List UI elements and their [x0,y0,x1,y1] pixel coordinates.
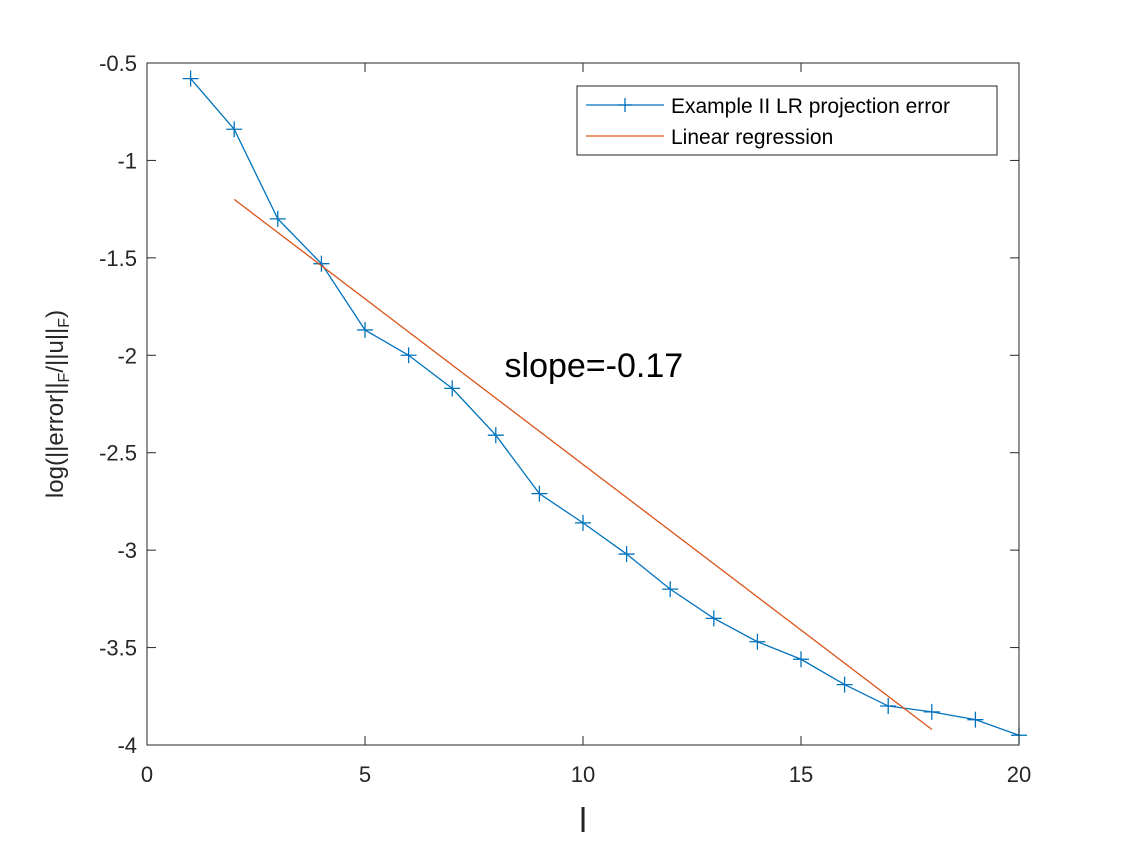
data-point-marker [705,610,722,627]
legend: Example II LR projection error Linear re… [576,85,998,156]
data-point-marker [226,121,243,138]
x-tick-label: 0 [141,762,153,787]
data-point-marker [575,514,591,531]
y-tick-label: -1 [117,148,137,173]
y-tick-label: -3.5 [99,636,137,661]
plot-area-background [147,63,1019,745]
series-line-linear-regression [233,198,933,730]
svg-text:log(||error||F/||u||F): log(||error||F/||u||F) [42,310,73,498]
x-tick-label: 20 [1007,762,1031,787]
y-tick-label: -2.5 [99,441,137,466]
y-axis-label-prefix: log(||error|| [42,382,69,498]
y-axis-label-middle: /||u|| [42,328,69,373]
data-point-marker [531,485,548,502]
annotation-layer: slope=-0.17 [505,347,684,385]
data-point-marker [487,427,504,444]
data-point-marker [967,711,984,728]
series-line-projection-error [190,78,1020,736]
legend-label-linear-regression: Linear regression [671,126,833,149]
data-point-marker [400,347,417,364]
data-point-marker [618,546,635,563]
x-axis-label: l [579,802,587,840]
legend-label-projection-error: Example II LR projection error [671,95,950,118]
y-tick-label: -3 [117,538,137,563]
y-axis-label: log(||error||F/||u||F) [42,310,73,498]
data-point-marker [836,676,853,693]
data-point-marker [313,255,330,272]
data-point-marker [444,380,461,397]
x-tick-label: 15 [789,762,813,787]
y-axis-label-sub2: F [56,318,73,328]
y-tick-label: -4 [117,733,137,758]
data-point-marker [269,210,286,227]
data-point-marker [662,581,679,598]
y-axis-label-sub1: F [56,372,73,382]
data-point-marker [880,698,897,715]
x-tick-label: 5 [359,762,371,787]
data-point-marker [923,703,940,720]
legend-box [576,85,998,156]
data-point-marker [182,70,199,87]
y-tick-label: -0.5 [99,51,137,76]
data-point-marker [793,651,809,668]
y-tick-label: -1.5 [99,246,137,271]
y-tick-label: -2 [117,343,137,368]
series-layer [182,70,1027,744]
ticks-layer: 0 5 10 15 20 -4 -3.5 -3 -2.5 -2 -1.5 -1 -0.5 [99,51,1031,787]
annotation-slope: slope=-0.17 [505,347,684,385]
data-point-marker [357,321,373,338]
data-point-marker [749,633,766,650]
y-axis-label-suffix: ) [42,310,69,318]
x-tick-label: 10 [571,762,595,787]
